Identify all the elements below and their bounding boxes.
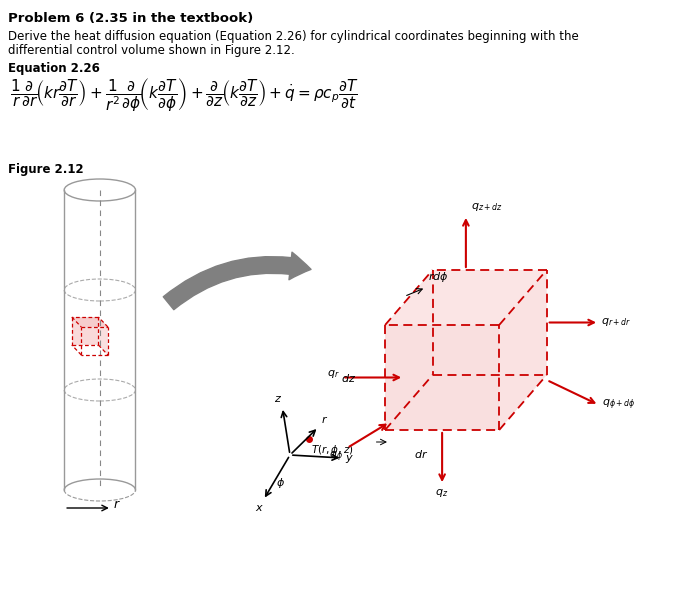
- Text: Figure 2.12: Figure 2.12: [8, 163, 83, 176]
- Text: $T(r,\phi,z)$: $T(r,\phi,z)$: [311, 443, 354, 457]
- Text: $dr$: $dr$: [414, 448, 428, 460]
- Polygon shape: [385, 325, 499, 430]
- Text: r: r: [113, 498, 119, 511]
- Text: $q_\phi$: $q_\phi$: [329, 450, 343, 465]
- Text: $q_r$: $q_r$: [327, 368, 340, 380]
- Text: $\phi$: $\phi$: [276, 476, 285, 490]
- Polygon shape: [72, 317, 108, 327]
- Polygon shape: [72, 317, 99, 345]
- Text: differential control volume shown in Figure 2.12.: differential control volume shown in Fig…: [8, 44, 295, 57]
- Text: x: x: [255, 503, 262, 513]
- Text: Equation 2.26: Equation 2.26: [8, 62, 99, 75]
- Text: $rd\phi$: $rd\phi$: [428, 269, 449, 284]
- Polygon shape: [99, 317, 108, 355]
- Text: Problem 6 (2.35 in the textbook): Problem 6 (2.35 in the textbook): [8, 12, 253, 25]
- Text: y: y: [345, 453, 352, 463]
- Text: $q_{\phi+d\phi}$: $q_{\phi+d\phi}$: [602, 398, 636, 412]
- Text: z: z: [274, 394, 279, 404]
- Text: $q_z$: $q_z$: [435, 487, 449, 499]
- Text: $\dfrac{1}{r}\dfrac{\partial}{\partial r}\!\left(kr\dfrac{\partial T}{\partial r: $\dfrac{1}{r}\dfrac{\partial}{\partial r…: [10, 76, 358, 113]
- FancyArrowPatch shape: [163, 252, 311, 310]
- Text: r: r: [321, 415, 326, 425]
- Polygon shape: [385, 270, 547, 325]
- Text: $dz$: $dz$: [342, 371, 356, 383]
- Text: Derive the heat diffusion equation (Equation 2.26) for cylindrical coordinates b: Derive the heat diffusion equation (Equa…: [8, 30, 578, 43]
- Text: $q_{z+dz}$: $q_{z+dz}$: [470, 201, 503, 213]
- Polygon shape: [499, 270, 547, 430]
- Text: $q_{r+dr}$: $q_{r+dr}$: [601, 317, 631, 329]
